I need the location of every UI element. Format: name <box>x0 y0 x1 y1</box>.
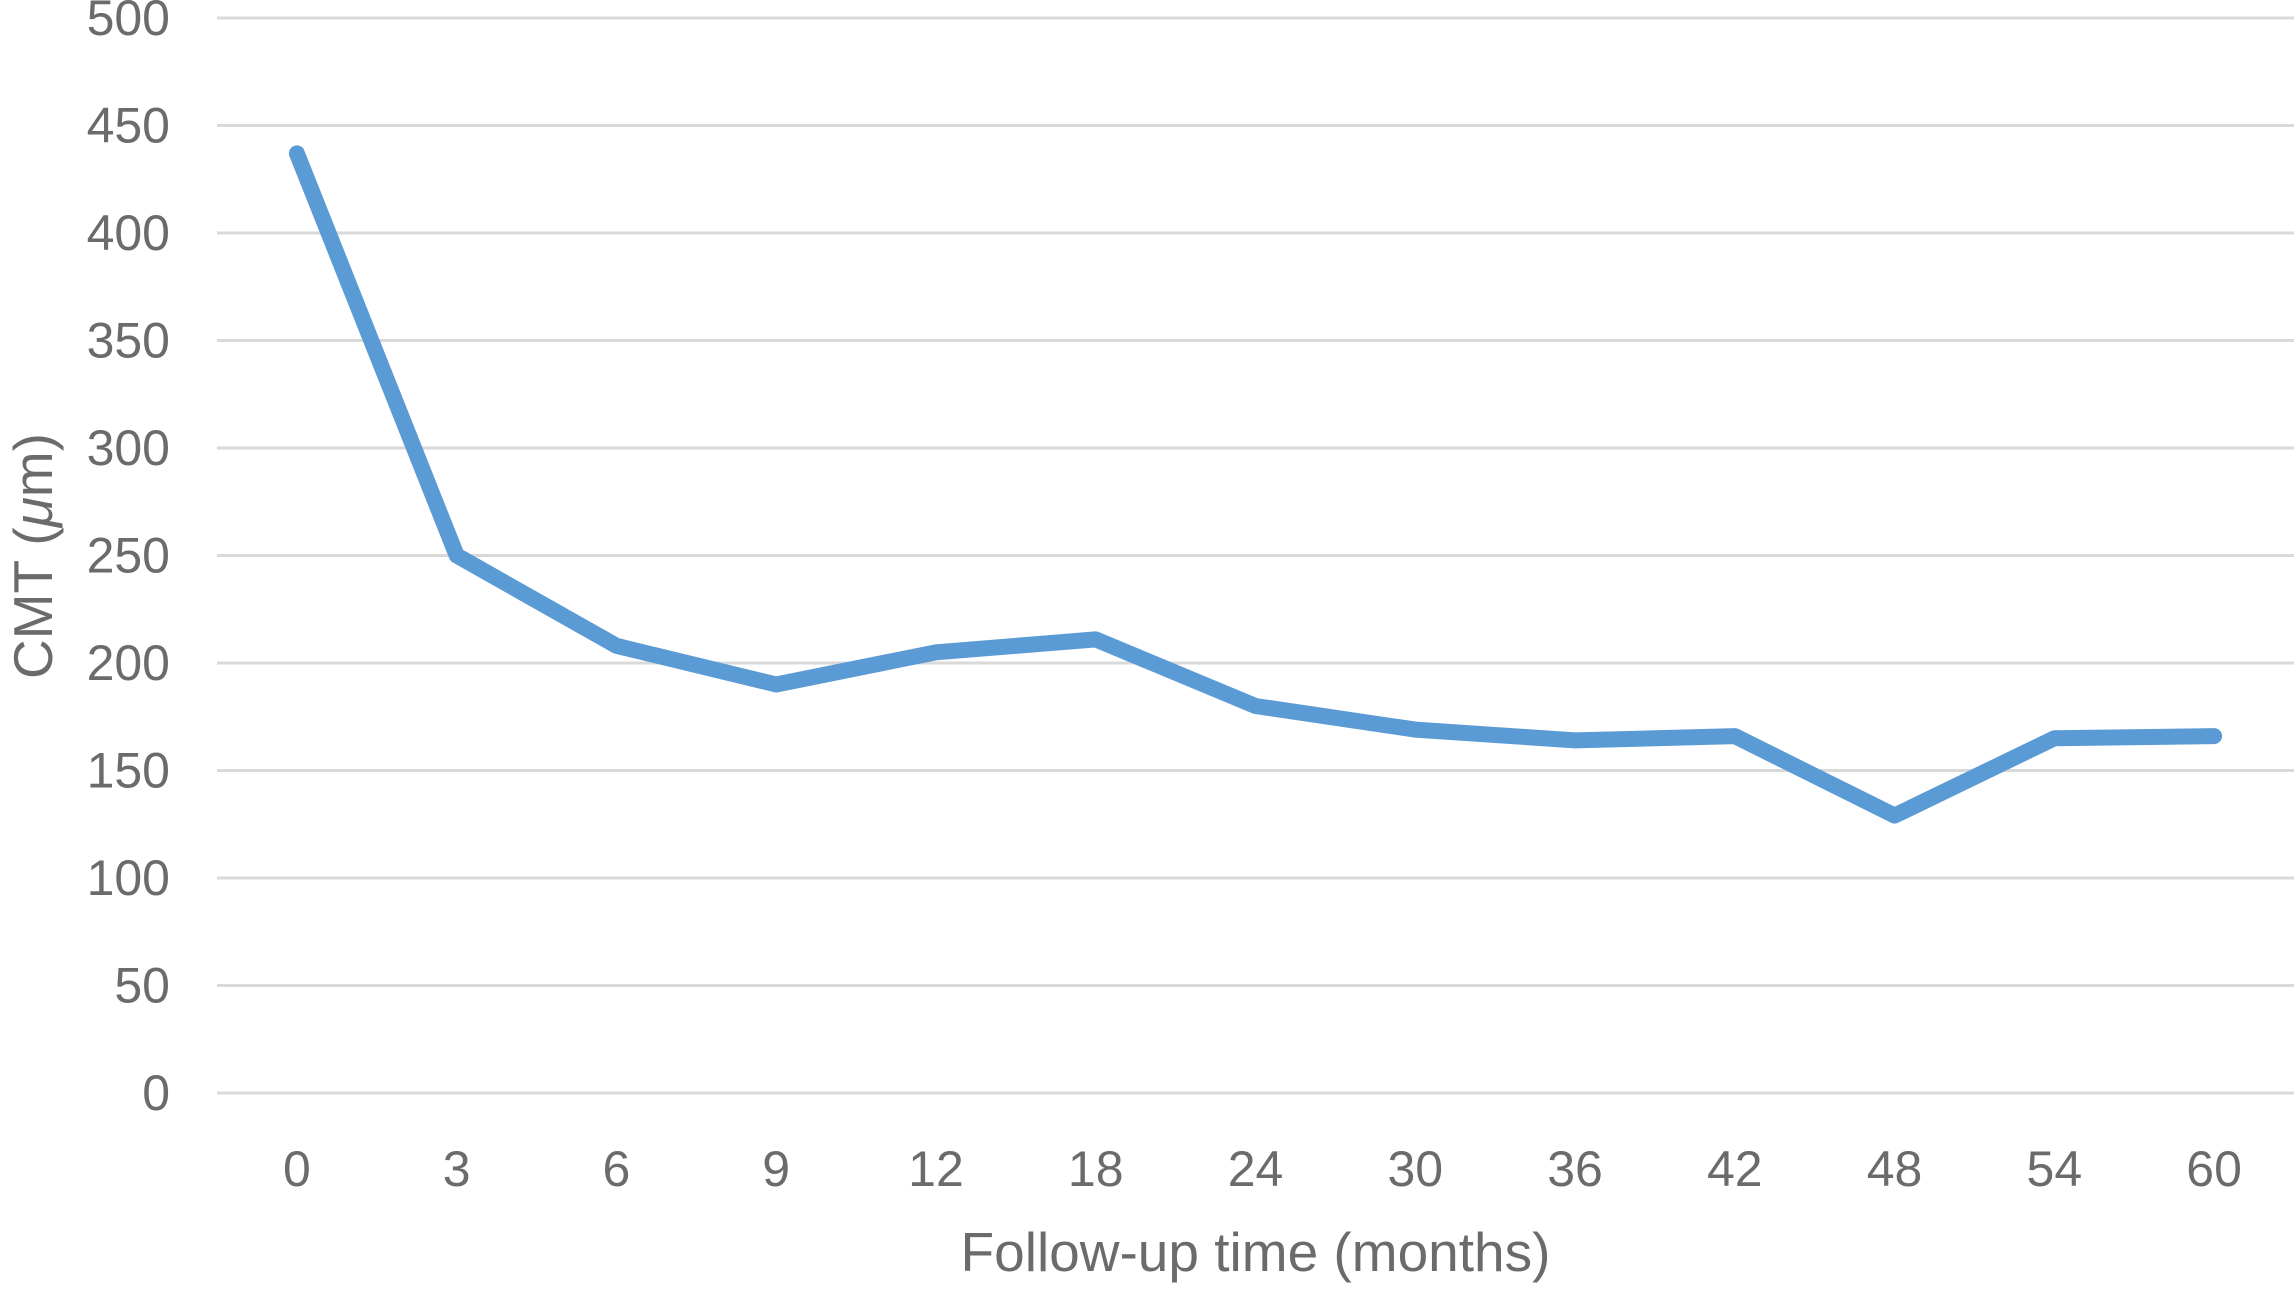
y-tick-label-50: 50 <box>114 958 170 1014</box>
x-tick-label-9: 9 <box>762 1141 790 1197</box>
y-tick-label-0: 0 <box>142 1065 170 1121</box>
x-tick-label-18: 18 <box>1068 1141 1124 1197</box>
y-tick-label-450: 450 <box>87 98 170 154</box>
x-tick-label-24: 24 <box>1228 1141 1284 1197</box>
y-axis-title: CMT (μm) <box>0 306 66 806</box>
y-axis-title-suffix: m) <box>2 433 64 498</box>
x-tick-label-48: 48 <box>1867 1141 1923 1197</box>
y-tick-label-100: 100 <box>87 850 170 906</box>
x-tick-label-60: 60 <box>2186 1141 2242 1197</box>
y-tick-label-300: 300 <box>87 420 170 476</box>
x-axis-title: Follow-up time (months) <box>960 1221 1551 1283</box>
y-tick-label-250: 250 <box>87 528 170 584</box>
x-tick-label-36: 36 <box>1547 1141 1603 1197</box>
y-tick-label-500: 500 <box>87 0 170 46</box>
y-tick-label-350: 350 <box>87 313 170 369</box>
x-tick-label-30: 30 <box>1387 1141 1443 1197</box>
y-tick-label-200: 200 <box>87 635 170 691</box>
y-tick-label-400: 400 <box>87 205 170 261</box>
mu-symbol: μ <box>2 497 64 528</box>
x-tick-label-12: 12 <box>908 1141 964 1197</box>
x-tick-label-6: 6 <box>603 1141 631 1197</box>
y-tick-label-150: 150 <box>87 743 170 799</box>
x-tick-label-3: 3 <box>443 1141 471 1197</box>
x-tick-label-0: 0 <box>283 1141 311 1197</box>
series-line-cmt <box>288 145 2223 824</box>
x-tick-label-42: 42 <box>1707 1141 1763 1197</box>
y-axis-title-prefix: CMT ( <box>2 527 64 680</box>
x-tick-label-54: 54 <box>2027 1141 2083 1197</box>
